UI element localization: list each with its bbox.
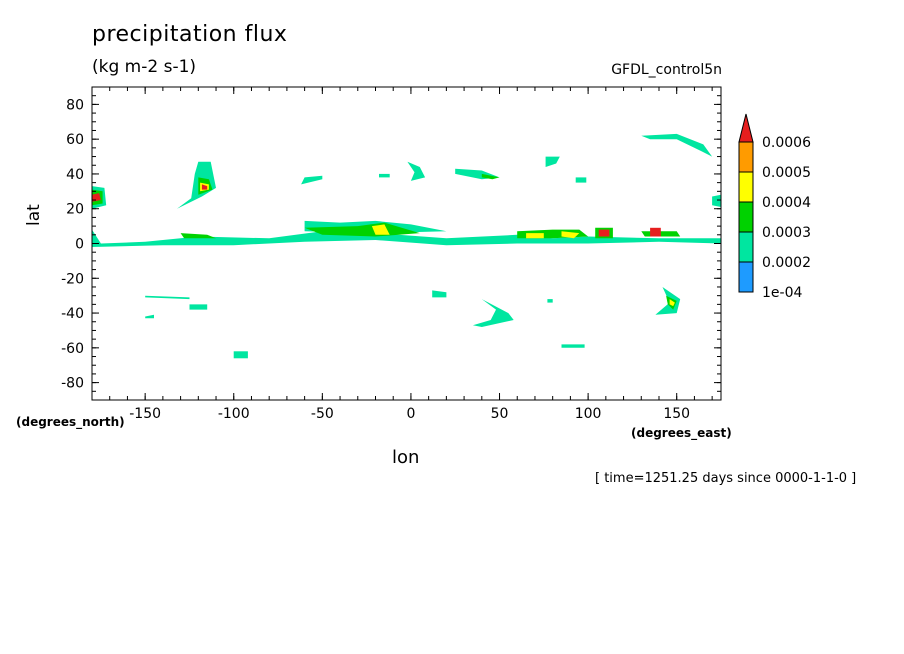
colorbar-max-arrow <box>738 113 754 143</box>
x-tick-label: 50 <box>491 406 509 422</box>
contour-eurasia-core <box>481 173 500 180</box>
contour-south-arc <box>472 299 514 327</box>
colorbar-swatch <box>738 231 754 263</box>
y-axis-units: (degrees_north) <box>16 415 125 429</box>
colorbar-label: 0.0002 <box>762 255 811 271</box>
axes: -150 -100 -50 0 50 100 150 80 60 40 20 0 -20 -40 -60 -8… <box>61 86 721 422</box>
y-tick-label: 40 <box>66 167 84 183</box>
contour-south-dash <box>561 344 585 348</box>
contour-south-storm-inner <box>669 299 675 307</box>
chart-title: precipitation flux <box>92 22 288 47</box>
contour-pacific-storm <box>177 161 216 209</box>
contour-east-edge <box>712 194 721 207</box>
colorbar-label: 0.0006 <box>762 135 811 151</box>
colorbar-swatch <box>738 261 754 293</box>
colorbar-label: 0.0004 <box>762 195 811 211</box>
y-tick-label: -20 <box>61 271 84 287</box>
colorbar-label: 1e-04 <box>762 285 802 301</box>
x-tick-label: 150 <box>663 406 690 422</box>
x-axis-label: lon <box>392 447 420 468</box>
contour-itcz-lime-b <box>526 233 544 239</box>
contour-south-streak-a <box>145 295 190 300</box>
contour-max-east-b <box>598 229 610 237</box>
contour-atlantic-blob <box>379 173 390 178</box>
contour-south-blob-d <box>432 290 447 298</box>
contour-north-small <box>545 156 560 167</box>
y-tick-label: 20 <box>66 202 84 218</box>
chart-units: (kg m-2 s-1) <box>92 57 197 77</box>
colorbar-swatch <box>738 201 754 233</box>
contour-south-dot <box>547 299 553 303</box>
contour-itcz-core-a <box>180 233 216 239</box>
contour-south-storm <box>655 287 681 315</box>
contour-pacific-storm-max <box>201 184 208 190</box>
x-tick-label: -150 <box>129 406 161 422</box>
contour-itcz-core-b <box>304 222 420 237</box>
y-tick-label: -80 <box>61 376 84 392</box>
contour-itcz-lime-a <box>371 224 390 235</box>
y-tick-label: 60 <box>66 132 84 148</box>
contour-itcz-band <box>92 229 721 247</box>
model-label: GFDL_control5n <box>611 62 722 78</box>
contour-south-blob-a <box>189 304 208 310</box>
x-axis-units: (degrees_east) <box>631 426 732 440</box>
contour-itcz-lime-c <box>561 231 580 239</box>
contour-south-blob-b <box>145 314 154 319</box>
x-tick-label: 0 <box>406 406 415 422</box>
colorbar: 1e-04 0.0002 0.0003 0.0004 0.0005 0.0006 <box>738 113 811 301</box>
contour-max-east-c <box>650 227 661 237</box>
colorbar-swatch <box>738 141 754 173</box>
contour-pacific-arc <box>641 133 713 157</box>
contour-south-blob-c <box>233 351 248 359</box>
colorbar-swatch <box>738 171 754 203</box>
contour-atlantic-streak <box>301 175 323 185</box>
y-tick-label: 80 <box>66 97 84 113</box>
time-label: [ time=1251.25 days since 0000-1-1-0 ] <box>595 471 857 486</box>
x-tick-label: -100 <box>218 406 250 422</box>
contour-fields <box>92 133 721 359</box>
colorbar-label: 0.0003 <box>762 225 811 241</box>
y-tick-label: -40 <box>61 306 84 322</box>
x-tick-label: -50 <box>311 406 334 422</box>
contour-mid-arc <box>407 161 426 181</box>
contour-north-dot <box>575 177 587 183</box>
y-tick-label: 0 <box>75 237 84 253</box>
y-tick-label: -60 <box>61 341 84 357</box>
colorbar-label: 0.0005 <box>762 165 811 181</box>
x-tick-label: 100 <box>575 406 602 422</box>
